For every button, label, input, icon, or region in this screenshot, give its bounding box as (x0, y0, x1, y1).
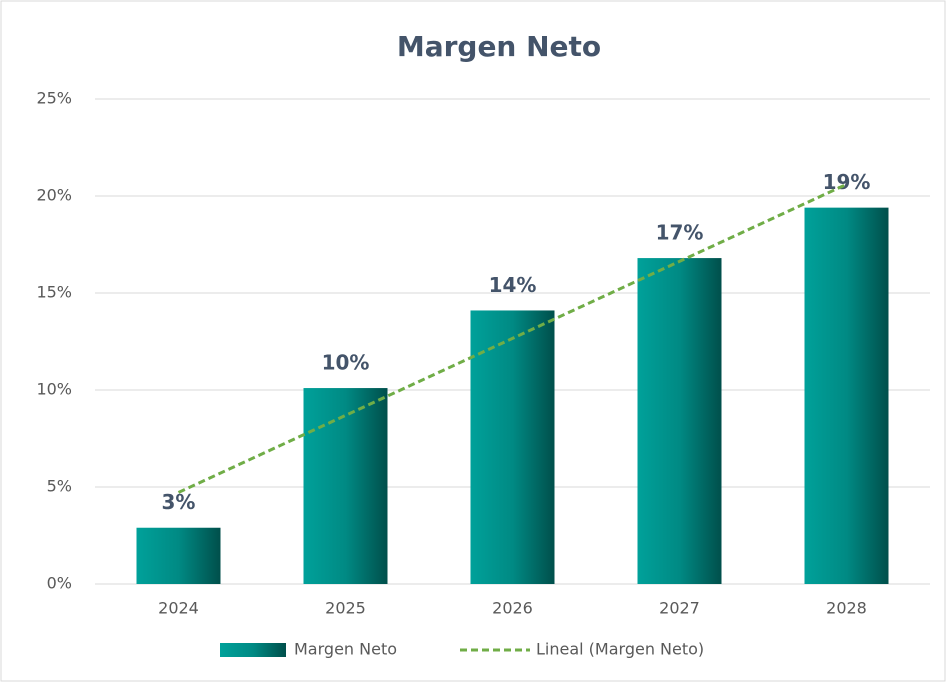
data-label: 10% (322, 351, 370, 375)
data-label: 3% (162, 490, 196, 514)
x-tick-label: 2028 (826, 599, 867, 618)
x-tick-label: 2024 (158, 599, 199, 618)
x-tick-label: 2026 (492, 599, 533, 618)
y-tick-label: 0% (47, 574, 72, 593)
bar (637, 258, 722, 584)
y-tick-label: 10% (36, 380, 72, 399)
legend-label: Lineal (Margen Neto) (536, 640, 704, 659)
data-label: 14% (489, 273, 537, 297)
chart-title: Margen Neto (397, 30, 601, 63)
y-tick-label: 5% (47, 477, 72, 496)
x-tick-label: 2027 (659, 599, 700, 618)
bar (303, 388, 388, 584)
x-tick-label: 2025 (325, 599, 366, 618)
y-tick-label: 20% (36, 186, 72, 205)
y-tick-label: 15% (36, 283, 72, 302)
legend-swatch (220, 643, 286, 657)
bar (136, 527, 221, 584)
data-label: 17% (656, 221, 704, 245)
trend-line (177, 182, 848, 494)
bar (804, 207, 889, 584)
legend-label: Margen Neto (294, 640, 397, 659)
bar (470, 310, 555, 584)
y-tick-label: 25% (36, 89, 72, 108)
